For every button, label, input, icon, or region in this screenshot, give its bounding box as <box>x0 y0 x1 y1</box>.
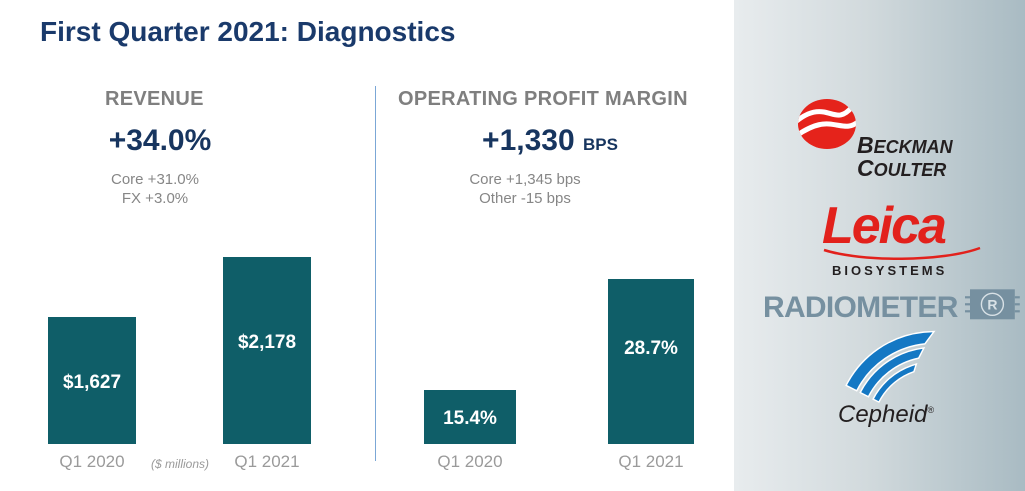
svg-text:COULTER: COULTER <box>857 155 946 181</box>
svg-text:RADIOMETER: RADIOMETER <box>763 291 959 324</box>
svg-text:BIOSYSTEMS: BIOSYSTEMS <box>832 263 947 278</box>
svg-text:R: R <box>987 297 997 313</box>
svg-text:Leica: Leica <box>822 197 946 255</box>
